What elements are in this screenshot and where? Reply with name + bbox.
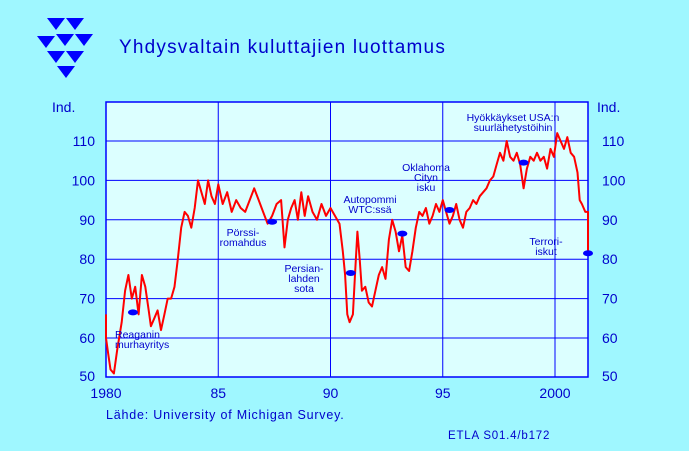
event-label: romahdus xyxy=(220,237,267,249)
y-tick-label-right: 70 xyxy=(602,291,618,307)
y-tick-label-left: 80 xyxy=(79,251,95,267)
y-axis-label-left: Ind. xyxy=(52,99,75,115)
y-tick-label-left: 60 xyxy=(79,330,95,346)
event-marker xyxy=(267,218,278,225)
event-label: Oklahoma xyxy=(402,162,450,174)
event-marker xyxy=(127,309,138,316)
y-tick-label-left: 110 xyxy=(73,133,96,149)
plot-area xyxy=(105,101,589,378)
event-label: Reaganin xyxy=(115,329,160,341)
series-line xyxy=(105,132,589,375)
y-axis-ticks: 50 50 60 60 70 70 80 80 90 90 100 100 110 110 xyxy=(72,133,626,384)
y-tick-label-left: 50 xyxy=(79,368,95,384)
event-label: Terrori- xyxy=(529,236,563,248)
x-tick-label: 90 xyxy=(323,385,339,401)
y-tick-label-right: 90 xyxy=(602,212,618,228)
x-tick-label: 95 xyxy=(435,385,451,401)
event-label: Autopommi xyxy=(343,194,396,206)
event-label: iskut xyxy=(535,246,557,258)
event-label: sota xyxy=(294,283,314,295)
event-marker xyxy=(518,159,529,166)
footer-code: ETLA S01.4/b172 xyxy=(448,430,550,442)
event-marker xyxy=(397,230,408,237)
event-label: WTC:ssä xyxy=(348,204,391,216)
x-tick-label: 1980 xyxy=(90,385,121,401)
y-tick-label-right: 50 xyxy=(602,368,618,384)
event-label: lahden xyxy=(288,273,320,285)
x-axis-ticks: 1980 85 90 95 2000 xyxy=(90,385,570,401)
source-note: Lähde: University of Michigan Survey. xyxy=(106,408,345,422)
triangle-logo-icon xyxy=(37,18,93,78)
y-tick-label-right: 110 xyxy=(602,133,625,149)
y-axis-label-right: Ind. xyxy=(597,99,620,115)
y-tick-label-right: 60 xyxy=(602,330,618,346)
y-tick-label-right: 100 xyxy=(602,172,626,188)
event-marker xyxy=(583,250,593,257)
chart-title: Yhdysvaltain kuluttajien luottamus xyxy=(119,37,446,58)
event-label: isku xyxy=(417,182,436,194)
event-label: Persian- xyxy=(284,263,324,275)
event-marker xyxy=(345,269,356,276)
event-label: murhayritys xyxy=(115,339,169,351)
x-tick-label: 2000 xyxy=(539,385,570,401)
event-label: suurlähetystöihin xyxy=(474,122,553,134)
event-label: Cityn xyxy=(414,172,438,184)
event-marker xyxy=(444,206,455,213)
event-label: Hyökkäykset USA:n xyxy=(467,112,560,124)
y-tick-label-right: 80 xyxy=(602,251,618,267)
event-label: Pörssi- xyxy=(227,227,260,239)
y-tick-label-left: 90 xyxy=(79,212,95,228)
y-tick-label-left: 70 xyxy=(79,291,95,307)
y-tick-label-left: 100 xyxy=(72,172,96,188)
grid xyxy=(106,102,588,377)
x-tick-label: 85 xyxy=(210,385,226,401)
